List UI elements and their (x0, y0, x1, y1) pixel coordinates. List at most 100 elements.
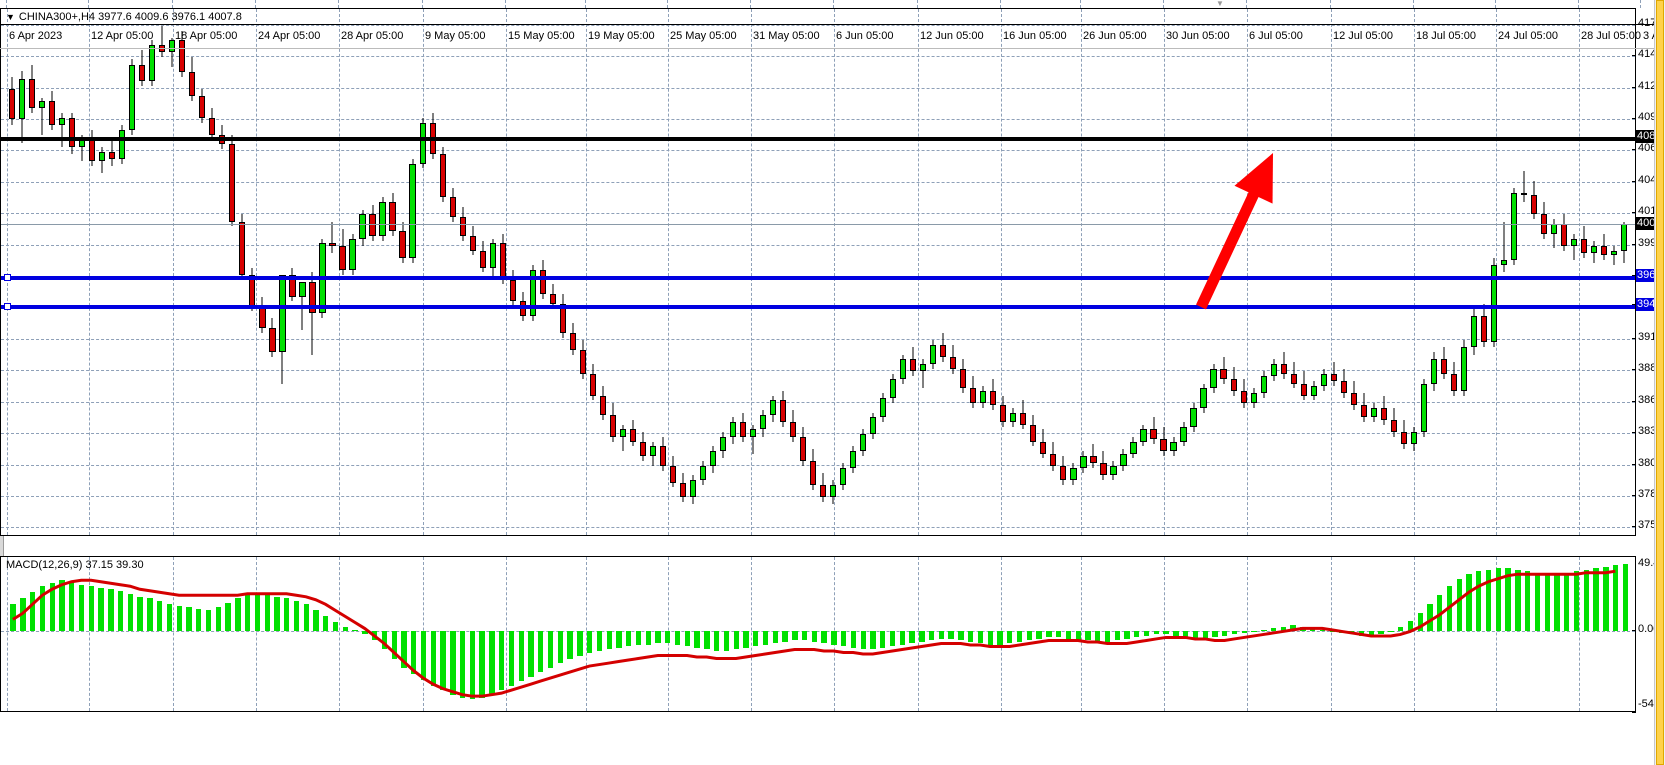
candle-body (1380, 407, 1387, 420)
vertical-scrollbar-thumb[interactable] (1656, 0, 1664, 765)
candle-body (419, 122, 426, 164)
line-drag-handle[interactable] (4, 274, 11, 282)
candle-body (759, 414, 767, 430)
price-chart-pane[interactable]: ▼ CHINA300+,H4 3977.6 4009.6 3976.1 4007.… (0, 8, 1636, 536)
macd-histogram-bar (909, 631, 915, 644)
candlestick (990, 9, 997, 535)
candlestick (1080, 9, 1087, 535)
time-axis-label: 18 Jul 05:00 (1416, 30, 1476, 42)
time-axis-tick (1495, 0, 1496, 8)
macd-histogram-bar (1564, 572, 1570, 632)
macd-histogram-bar (1270, 628, 1277, 632)
price-plot-area[interactable] (1, 9, 1635, 535)
macd-histogram-bar (1397, 626, 1404, 632)
time-axis-tick (1578, 0, 1579, 8)
time-axis[interactable]: 6 Apr 2023 12 Apr 05:00 18 Apr 05:00 24 Apr… (0, 0, 1665, 53)
macd-histogram-bar (977, 631, 984, 644)
candle-body (1020, 412, 1027, 425)
candle-body (349, 238, 356, 270)
candlestick (489, 9, 496, 535)
candle-body (1500, 260, 1508, 266)
resistance-line-4080[interactable] (1, 137, 1635, 142)
candle-body (239, 221, 246, 275)
macd-signal-line (12, 569, 1616, 698)
macd-histogram-bar (1016, 631, 1023, 642)
candle-body (489, 243, 496, 268)
grid-line-vertical (918, 9, 919, 535)
macd-histogram-bar (1329, 631, 1335, 633)
candlestick (1300, 9, 1307, 535)
price-axis-tick (1632, 463, 1636, 465)
macd-histogram-bar (899, 631, 905, 645)
candle-body (609, 414, 616, 437)
candlestick (1270, 9, 1277, 535)
candlestick (1360, 9, 1367, 535)
candlestick (639, 9, 646, 535)
candle-body (339, 245, 346, 270)
support-line-3940[interactable] (1, 305, 1635, 310)
macd-histogram-bar (841, 631, 847, 647)
macd-axis-tick (1632, 712, 1636, 713)
price-axis-tick (1632, 275, 1636, 277)
candlestick (69, 9, 76, 535)
macd-histogram-bar (1055, 631, 1062, 638)
candlestick (1450, 9, 1457, 535)
candlestick (349, 9, 356, 535)
candle-body (1410, 431, 1417, 444)
macd-histogram-bar (205, 610, 212, 632)
candlestick (19, 9, 26, 535)
macd-histogram-bar (176, 605, 182, 632)
candlestick (870, 9, 877, 535)
macd-histogram-bar (1085, 631, 1091, 641)
price-axis-label: 3835.0 (1638, 425, 1665, 438)
macd-axis[interactable]: 49.42 0.00 -54.17 (1632, 556, 1665, 713)
candlestick (910, 9, 917, 535)
time-axis-label: 6 Apr 2023 (9, 30, 63, 42)
candlestick (1310, 9, 1317, 535)
support-line-3965[interactable] (1, 276, 1635, 281)
candle-body (1080, 456, 1087, 469)
candle-body (739, 422, 747, 437)
macd-axis-label: 49.42 (1638, 557, 1665, 569)
macd-indicator-pane[interactable]: MACD(12,26,9) 37.15 39.30 (0, 556, 1636, 712)
macd-histogram-bar (958, 631, 964, 641)
candlestick (259, 9, 266, 535)
candlestick (209, 9, 216, 535)
candle-body (229, 144, 236, 222)
macd-histogram-bar (1544, 574, 1550, 632)
candle-body (1190, 407, 1197, 428)
price-axis-tick (1632, 55, 1636, 57)
macd-histogram-bar (1427, 604, 1433, 632)
macd-histogram-bar (723, 631, 730, 651)
candlestick (249, 9, 256, 535)
macd-histogram-bar (293, 601, 300, 632)
macd-plot-area[interactable] (1, 557, 1635, 711)
price-axis-tick (1632, 432, 1636, 434)
candlestick (39, 9, 46, 535)
candlestick (549, 9, 556, 535)
candlestick (1500, 9, 1508, 535)
candle-body (1200, 388, 1207, 408)
line-drag-handle[interactable] (4, 303, 11, 311)
price-axis-label: 3861.0 (1638, 393, 1665, 406)
candle-body (1620, 224, 1628, 251)
candlestick (439, 9, 446, 535)
candle-body (199, 95, 206, 118)
macd-axis-label: 0.00 (1638, 623, 1660, 636)
vertical-scrollbar[interactable] (1654, 0, 1665, 765)
candlestick (1320, 9, 1327, 535)
chart-menu-caret-icon[interactable]: ▼ (6, 12, 15, 22)
candlestick (1120, 9, 1127, 535)
time-axis-label: 25 May 05:00 (670, 30, 737, 42)
candle-body (830, 485, 837, 498)
candle-body (1110, 465, 1117, 476)
macd-histogram-bar (78, 584, 85, 632)
candlestick (1580, 9, 1588, 535)
pane-resize-grip[interactable]: ▼ (1216, 0, 1224, 8)
last-price-line[interactable] (1, 224, 1635, 226)
macd-histogram-bar (655, 631, 661, 644)
macd-histogram-bar (1524, 571, 1531, 632)
candlestick (709, 9, 717, 535)
candlestick (479, 9, 486, 535)
